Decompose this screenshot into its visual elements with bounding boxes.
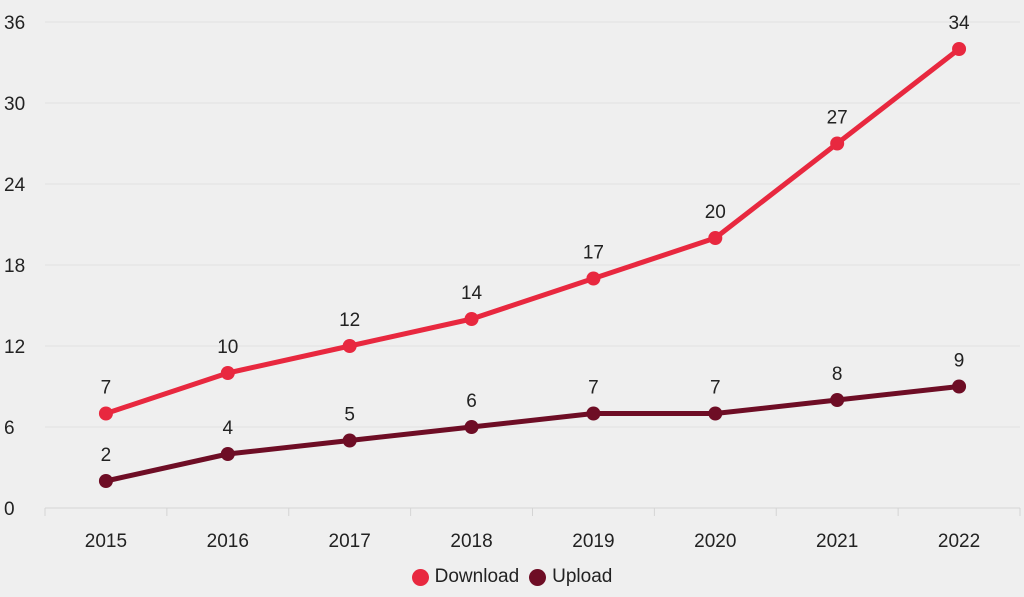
grid-lines bbox=[45, 21, 1020, 428]
y-tick-label-6: 6 bbox=[4, 418, 15, 439]
legend-marker-download bbox=[411, 568, 429, 586]
data-point-upload-2015 bbox=[98, 474, 113, 488]
y-tick-label-12: 12 bbox=[4, 337, 25, 358]
data-point-upload-2016 bbox=[220, 447, 235, 461]
data-label-upload-2020: 7 bbox=[710, 378, 721, 399]
series-layer: 7 10 12 14 17 20 27 34 2 4 5 6 7 7 8 9 bbox=[98, 13, 970, 488]
data-label-download-2017: 12 bbox=[339, 310, 360, 331]
y-tick-label-36: 36 bbox=[4, 13, 25, 34]
x-axis: 2015 2016 2017 2018 2019 2020 2021 2022 bbox=[44, 507, 1021, 552]
data-label-download-2016: 10 bbox=[217, 337, 238, 358]
data-label-download-2019: 17 bbox=[583, 243, 604, 264]
y-tick-label-30: 30 bbox=[4, 94, 25, 115]
data-label-download-2018: 14 bbox=[461, 283, 483, 304]
x-tick-label-2016: 2016 bbox=[207, 531, 249, 552]
x-tick-label-2015: 2015 bbox=[85, 531, 127, 552]
data-point-download-2018 bbox=[464, 312, 479, 326]
data-label-download-2020: 20 bbox=[705, 202, 726, 223]
data-point-upload-2022 bbox=[952, 379, 967, 394]
x-tick-label-2019: 2019 bbox=[572, 531, 614, 552]
data-point-upload-2018 bbox=[464, 420, 479, 434]
data-label-upload-2017: 5 bbox=[344, 405, 355, 426]
data-point-upload-2017 bbox=[342, 433, 357, 448]
x-tick-label-2022: 2022 bbox=[938, 531, 980, 552]
legend-marker-upload bbox=[529, 568, 547, 586]
series-line-upload bbox=[103, 384, 962, 484]
data-label-upload-2021: 8 bbox=[832, 364, 843, 385]
data-point-download-2015 bbox=[98, 406, 113, 421]
y-tick-label-0: 0 bbox=[4, 499, 15, 520]
data-label-upload-2015: 2 bbox=[101, 445, 112, 466]
data-point-upload-2019 bbox=[586, 406, 601, 421]
data-label-upload-2019: 7 bbox=[588, 378, 599, 399]
x-tick-label-2021: 2021 bbox=[816, 531, 858, 552]
data-point-upload-2020 bbox=[708, 406, 723, 421]
data-point-upload-2021 bbox=[830, 393, 845, 407]
x-tick-label-2020: 2020 bbox=[694, 531, 736, 552]
data-label-upload-2022: 9 bbox=[954, 351, 965, 372]
y-axis: 0 6 12 18 24 30 36 bbox=[4, 13, 26, 520]
data-point-download-2022 bbox=[952, 42, 967, 56]
legend-item-download[interactable]: Download bbox=[411, 566, 520, 588]
legend-label-upload: Upload bbox=[552, 566, 613, 587]
y-tick-label-18: 18 bbox=[4, 256, 25, 277]
x-tick-label-2018: 2018 bbox=[450, 531, 492, 552]
data-point-download-2017 bbox=[342, 339, 357, 353]
data-label-download-2021: 27 bbox=[827, 108, 848, 129]
data-label-upload-2018: 6 bbox=[466, 391, 477, 412]
legend-label-download: Download bbox=[434, 566, 520, 587]
data-point-download-2019 bbox=[586, 271, 601, 286]
y-tick-label-24: 24 bbox=[4, 175, 26, 196]
series-line-download bbox=[103, 46, 962, 416]
legend-item-upload[interactable]: Upload bbox=[529, 566, 612, 588]
legend: Download Upload bbox=[0, 566, 1024, 588]
data-point-download-2021 bbox=[830, 136, 845, 151]
data-point-download-2020 bbox=[708, 231, 723, 245]
data-label-download-2022: 34 bbox=[948, 13, 970, 34]
x-tick-label-2017: 2017 bbox=[329, 531, 371, 552]
data-point-download-2016 bbox=[220, 366, 235, 380]
data-label-upload-2016: 4 bbox=[223, 418, 234, 439]
data-label-download-2015: 7 bbox=[101, 378, 112, 399]
